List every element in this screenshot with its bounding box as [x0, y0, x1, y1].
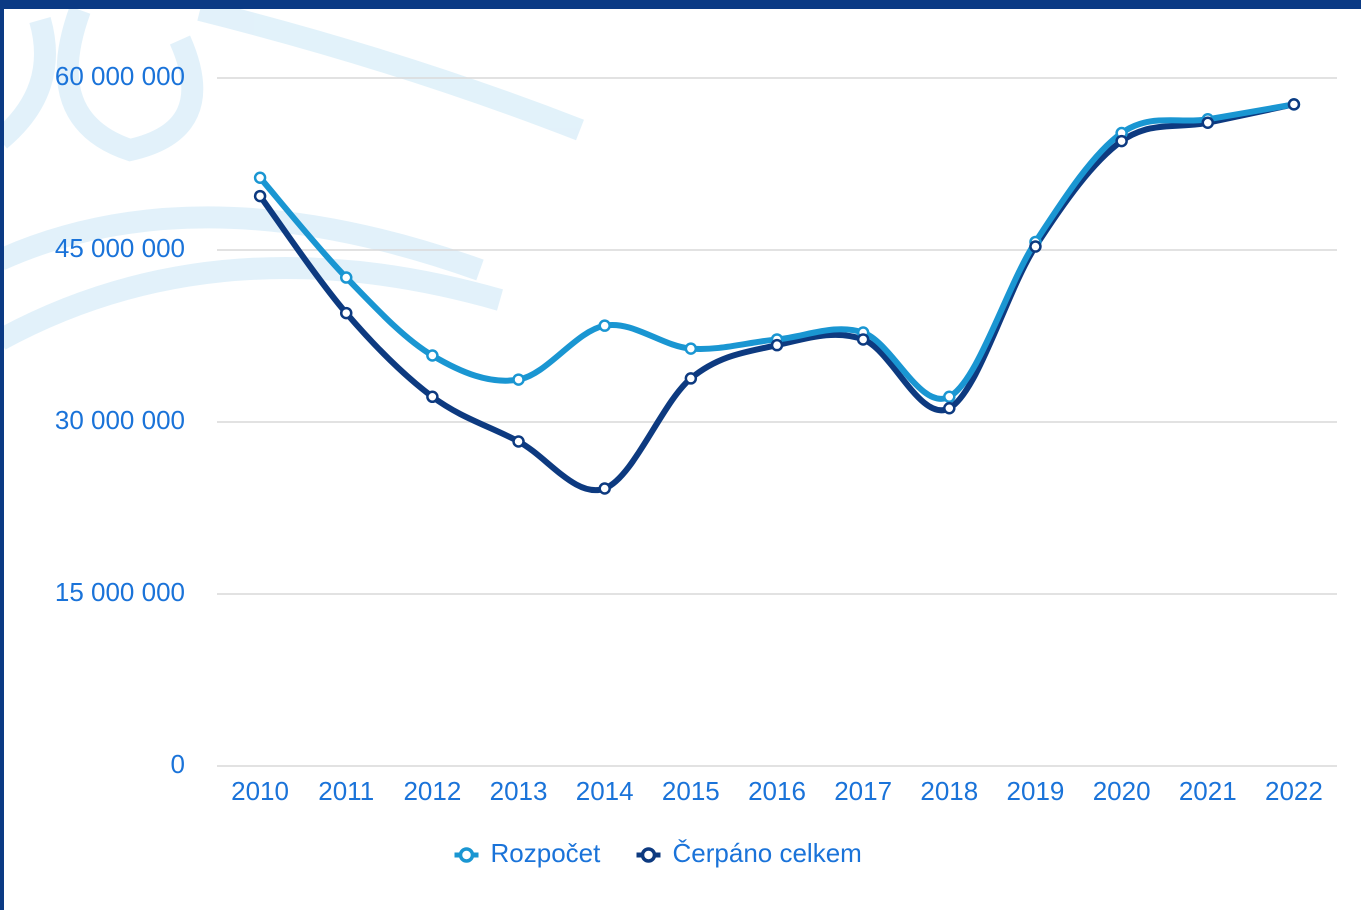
legend-marker — [461, 849, 473, 861]
x-tick-label: 2017 — [834, 776, 892, 806]
point — [944, 403, 954, 413]
point — [341, 308, 351, 318]
x-tick-label: 2022 — [1265, 776, 1323, 806]
x-tick-label: 2021 — [1179, 776, 1237, 806]
x-tick-label: 2019 — [1007, 776, 1065, 806]
point — [514, 375, 524, 385]
point — [1203, 118, 1213, 128]
point — [1289, 99, 1299, 109]
point — [1117, 136, 1127, 146]
x-tick-label: 2015 — [662, 776, 720, 806]
point — [600, 484, 610, 494]
page: 0 15 000 000 30 000 000 45 000 000 60 000 00… — [0, 0, 1361, 910]
point — [858, 334, 868, 344]
point — [1030, 242, 1040, 252]
chart: 0 15 000 000 30 000 000 45 000 000 60 000 00… — [0, 0, 1361, 910]
x-tick-label: 2020 — [1093, 776, 1151, 806]
y-tick-label: 45 000 000 — [55, 233, 185, 263]
point — [514, 436, 524, 446]
point — [427, 392, 437, 402]
point — [686, 344, 696, 354]
point — [341, 273, 351, 283]
y-tick-label: 0 — [171, 749, 185, 779]
point — [255, 173, 265, 183]
background — [0, 0, 1361, 910]
y-tick-label: 60 000 000 — [55, 61, 185, 91]
point — [772, 340, 782, 350]
point — [686, 373, 696, 383]
x-tick-label: 2010 — [231, 776, 289, 806]
point — [600, 321, 610, 331]
legend-label: Čerpáno celkem — [673, 838, 862, 868]
x-tick-label: 2018 — [920, 776, 978, 806]
y-tick-label: 15 000 000 — [55, 577, 185, 607]
point — [255, 191, 265, 201]
left-border — [0, 0, 4, 910]
point — [427, 350, 437, 360]
x-tick-label: 2016 — [748, 776, 806, 806]
x-tick-label: 2011 — [318, 776, 374, 806]
legend-marker — [643, 849, 655, 861]
x-tick-label: 2012 — [403, 776, 461, 806]
legend-label: Rozpočet — [491, 838, 602, 868]
y-tick-label: 30 000 000 — [55, 405, 185, 435]
point — [944, 392, 954, 402]
x-tick-label: 2013 — [490, 776, 548, 806]
top-bar — [0, 0, 1361, 9]
x-tick-label: 2014 — [576, 776, 634, 806]
